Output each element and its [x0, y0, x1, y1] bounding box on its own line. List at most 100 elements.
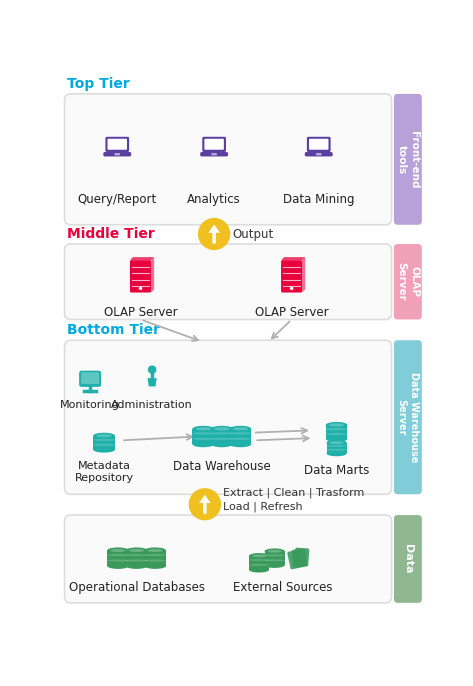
Polygon shape [151, 257, 154, 292]
Ellipse shape [268, 550, 281, 553]
Ellipse shape [326, 445, 347, 447]
Ellipse shape [249, 559, 269, 561]
Ellipse shape [264, 554, 285, 556]
Text: Data Warehouse
Server: Data Warehouse Server [397, 372, 419, 462]
FancyBboxPatch shape [394, 94, 422, 225]
Circle shape [199, 219, 229, 250]
Bar [249, 556, 269, 570]
Polygon shape [148, 378, 157, 386]
Text: Top Tier: Top Tier [67, 77, 130, 91]
FancyBboxPatch shape [105, 137, 129, 152]
Bar [107, 550, 129, 566]
Ellipse shape [93, 447, 115, 453]
Text: Data Marts: Data Marts [304, 464, 369, 477]
Ellipse shape [264, 548, 285, 554]
Ellipse shape [144, 554, 166, 556]
FancyBboxPatch shape [204, 139, 224, 150]
Ellipse shape [326, 433, 348, 435]
Ellipse shape [110, 549, 126, 552]
Ellipse shape [249, 553, 269, 558]
FancyBboxPatch shape [294, 547, 309, 567]
Ellipse shape [252, 554, 266, 557]
FancyBboxPatch shape [103, 152, 131, 156]
Bar [126, 550, 148, 566]
Polygon shape [130, 257, 154, 260]
Ellipse shape [326, 451, 347, 456]
FancyBboxPatch shape [130, 260, 151, 292]
Polygon shape [281, 257, 305, 260]
Text: Output: Output [233, 228, 274, 241]
Ellipse shape [126, 560, 148, 562]
Ellipse shape [211, 438, 233, 440]
Ellipse shape [249, 567, 269, 573]
Text: Extract | Clean | Trasform
Load | Refresh: Extract | Clean | Trasform Load | Refres… [223, 487, 365, 512]
FancyBboxPatch shape [200, 152, 228, 156]
Bar [193, 429, 214, 445]
Ellipse shape [144, 563, 166, 569]
FancyBboxPatch shape [81, 372, 99, 384]
Polygon shape [302, 257, 305, 292]
Ellipse shape [193, 426, 214, 432]
Ellipse shape [326, 422, 348, 428]
FancyBboxPatch shape [292, 549, 307, 567]
Ellipse shape [126, 563, 148, 569]
Ellipse shape [144, 547, 166, 554]
Circle shape [189, 489, 220, 520]
Ellipse shape [126, 547, 148, 554]
Ellipse shape [229, 441, 251, 447]
FancyBboxPatch shape [107, 139, 127, 150]
Circle shape [290, 287, 293, 289]
Bar [93, 436, 115, 449]
Polygon shape [199, 495, 210, 514]
Ellipse shape [326, 440, 347, 445]
Ellipse shape [93, 444, 115, 446]
Text: Analytics: Analytics [187, 193, 241, 206]
Ellipse shape [129, 549, 144, 552]
Text: OLAP Server: OLAP Server [255, 306, 328, 318]
Ellipse shape [330, 441, 343, 444]
Text: Query/Report: Query/Report [78, 193, 157, 206]
Circle shape [149, 366, 156, 373]
Text: Data: Data [403, 544, 413, 573]
Ellipse shape [326, 449, 347, 451]
Ellipse shape [107, 547, 129, 554]
Ellipse shape [193, 432, 214, 434]
Ellipse shape [93, 439, 115, 441]
FancyBboxPatch shape [281, 260, 302, 292]
Ellipse shape [326, 428, 348, 430]
Ellipse shape [326, 436, 348, 442]
Text: Bottom Tier: Bottom Tier [67, 323, 160, 338]
Circle shape [140, 287, 141, 289]
FancyBboxPatch shape [64, 515, 392, 603]
FancyBboxPatch shape [114, 153, 120, 155]
Ellipse shape [193, 441, 214, 447]
Text: Administration: Administration [111, 401, 193, 410]
Text: External Sources: External Sources [233, 581, 332, 594]
Ellipse shape [107, 563, 129, 569]
Ellipse shape [148, 549, 163, 552]
Ellipse shape [126, 554, 148, 556]
Ellipse shape [107, 560, 129, 562]
Text: Metadata
Repository: Metadata Repository [75, 461, 134, 483]
Ellipse shape [211, 426, 233, 432]
Bar [229, 429, 251, 445]
Ellipse shape [229, 438, 251, 440]
Ellipse shape [107, 554, 129, 556]
Ellipse shape [211, 441, 233, 447]
Bar [326, 425, 348, 439]
Ellipse shape [249, 564, 269, 566]
Ellipse shape [144, 560, 166, 562]
Text: Middle Tier: Middle Tier [67, 227, 155, 241]
Text: Operational Databases: Operational Databases [69, 581, 205, 594]
Text: Data Mining: Data Mining [283, 193, 354, 206]
Text: OLAP
Server: OLAP Server [397, 262, 419, 301]
Ellipse shape [211, 432, 233, 434]
FancyBboxPatch shape [79, 370, 101, 387]
Ellipse shape [229, 432, 251, 434]
Text: Data Warehouse: Data Warehouse [173, 460, 271, 473]
Ellipse shape [93, 433, 115, 439]
Ellipse shape [233, 427, 248, 430]
FancyBboxPatch shape [64, 94, 392, 225]
Bar [144, 550, 166, 566]
Text: Front-end
tools: Front-end tools [397, 130, 419, 188]
